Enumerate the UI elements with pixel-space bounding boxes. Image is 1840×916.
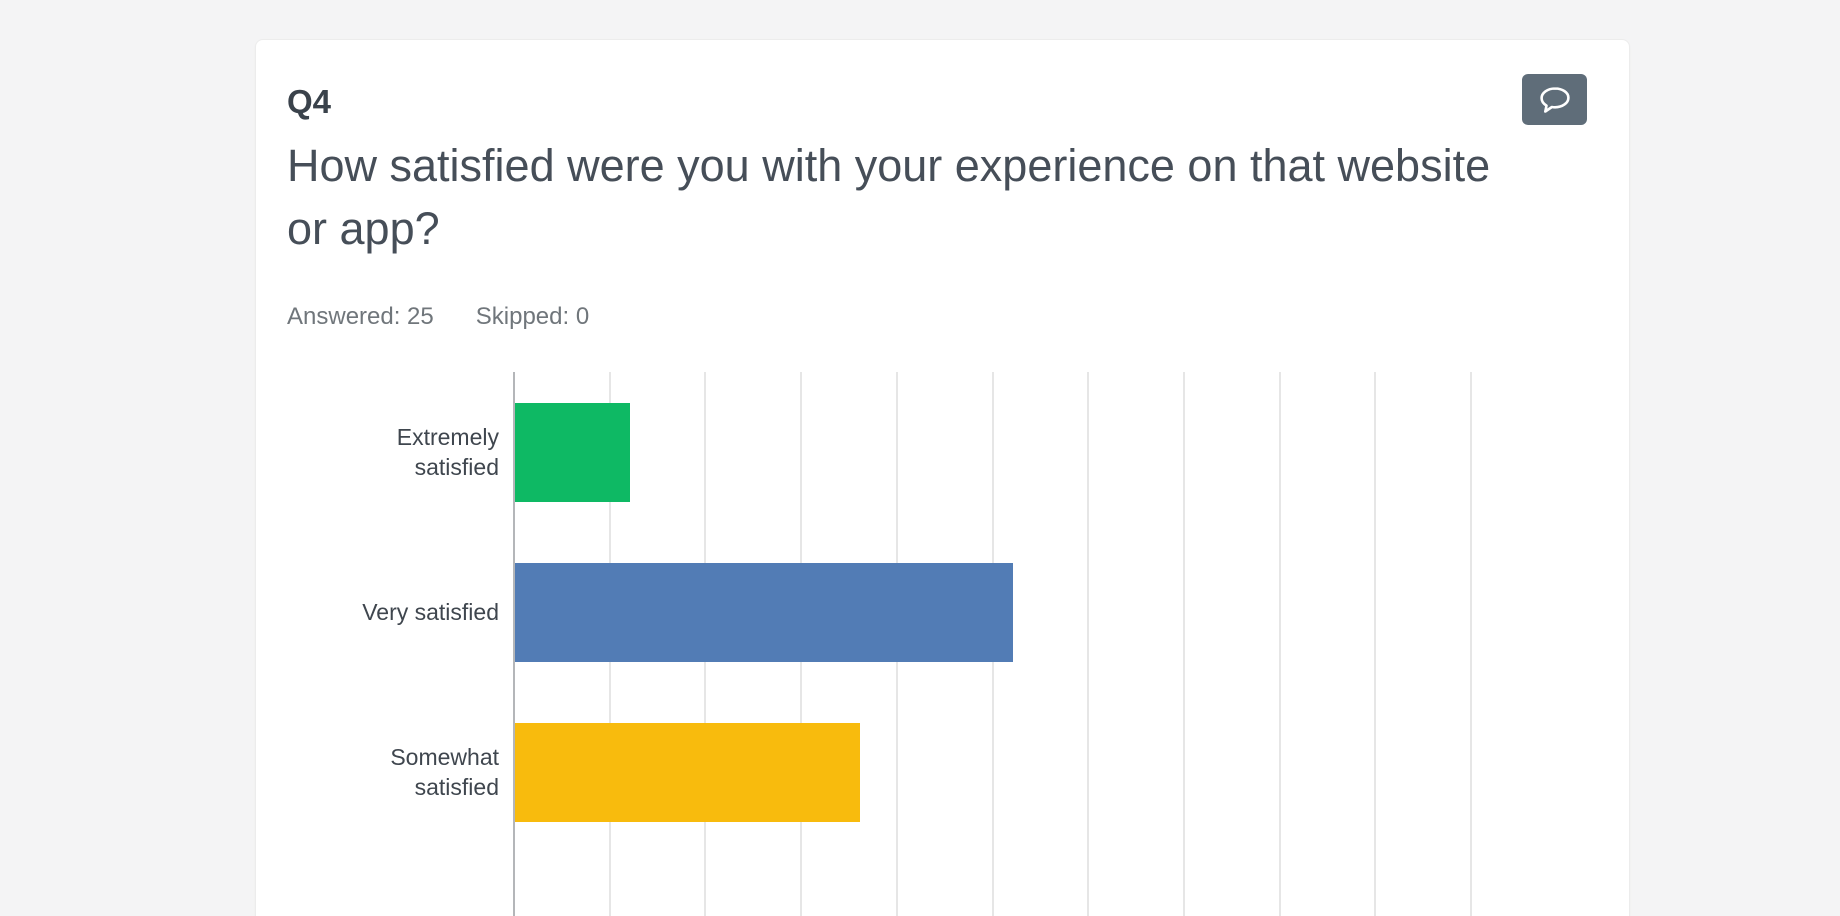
- speech-bubble-icon: [1539, 86, 1570, 113]
- chart-gridline-70: [1182, 372, 1185, 916]
- category-label-very-satisfied: Very satisfied: [362, 599, 499, 625]
- bar-somewhat-satisfied: [515, 722, 860, 822]
- category-label-extremely-satisfied: Extremely satisfied: [396, 424, 499, 480]
- chart-gridline-60: [1087, 372, 1090, 916]
- question-number: Q4: [287, 83, 332, 120]
- bar-extremely-satisfied: [515, 402, 630, 502]
- answered-count: Answered: 25: [287, 303, 434, 330]
- bar-very-satisfied: [515, 562, 1013, 662]
- skipped-count: Skipped: 0: [475, 303, 590, 330]
- horizontal-bar-chart: [513, 372, 1472, 916]
- chart-gridline-90: [1374, 372, 1377, 916]
- chart-gridline-80: [1278, 372, 1281, 916]
- question-card: Q4 How satisfied were you with your expe…: [255, 39, 1630, 916]
- category-label-somewhat-satisfied: Somewhat satisfied: [390, 744, 499, 800]
- response-stats: Answered: 25 Skipped: 0: [287, 302, 589, 332]
- comment-button[interactable]: [1522, 74, 1587, 125]
- chart-gridline-100: [1470, 372, 1472, 916]
- question-title: How satisfied were you with your experie…: [287, 140, 1491, 254]
- chart-y-axis: [513, 372, 515, 916]
